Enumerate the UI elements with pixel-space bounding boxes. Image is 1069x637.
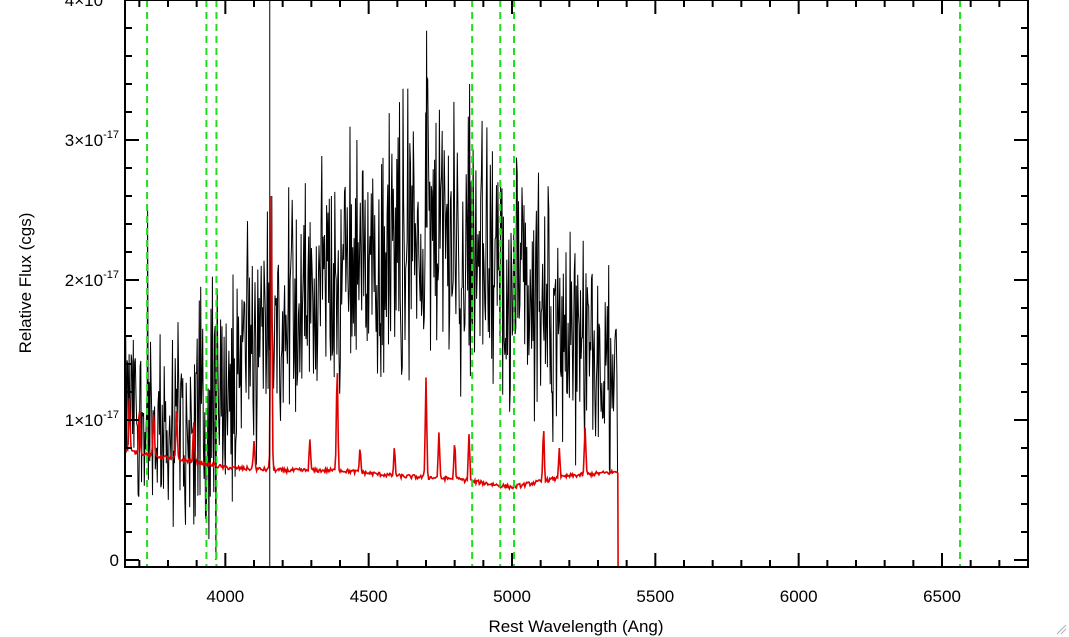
- y-tick-labels: 01×10-172×10-173×10-174×10-17: [65, 0, 119, 570]
- model-spectrum-series: [124, 195, 1028, 568]
- observed-spectrum-line: [124, 30, 619, 561]
- x-tick-label: 5500: [636, 587, 674, 606]
- x-tick-label: 4500: [350, 587, 388, 606]
- model-spectrum-line: [124, 195, 1028, 568]
- plot-frame: [124, 0, 1029, 568]
- observed-spectrum-series: [124, 30, 619, 561]
- y-tick-label: 3×10-17: [65, 129, 119, 150]
- y-tick-mantissa: 2×10: [65, 271, 103, 290]
- axis-ticks: [125, 0, 1029, 567]
- y-axis-label: Relative Flux (cgs): [16, 213, 35, 354]
- y-tick-exponent: -17: [103, 0, 119, 1]
- x-tick-label: 4000: [206, 587, 244, 606]
- y-tick-label: 1×10-17: [65, 409, 119, 430]
- resize-grip-icon[interactable]: [1055, 623, 1067, 635]
- x-tick-label: 6000: [780, 587, 818, 606]
- emission-line-markers: [146, 0, 962, 567]
- x-axis-label: Rest Wavelength (Ang): [488, 617, 663, 636]
- y-tick-mantissa: 1×10: [65, 411, 103, 430]
- x-tick-label: 6500: [923, 587, 961, 606]
- y-tick-label: 2×10-17: [65, 269, 119, 290]
- y-tick-mantissa: 4×10: [65, 0, 103, 10]
- y-tick-exponent: -17: [103, 129, 119, 141]
- x-tick-labels: 4000 4500 5000 5500 6000 6500: [206, 587, 960, 606]
- y-tick-exponent: -17: [103, 269, 119, 281]
- x-tick-label: 5000: [493, 587, 531, 606]
- y-tick-exponent: -17: [103, 409, 119, 421]
- y-tick-mantissa: 3×10: [65, 131, 103, 150]
- y-tick-label: 4×10-17: [65, 0, 119, 10]
- y-tick-label: 0: [110, 551, 119, 570]
